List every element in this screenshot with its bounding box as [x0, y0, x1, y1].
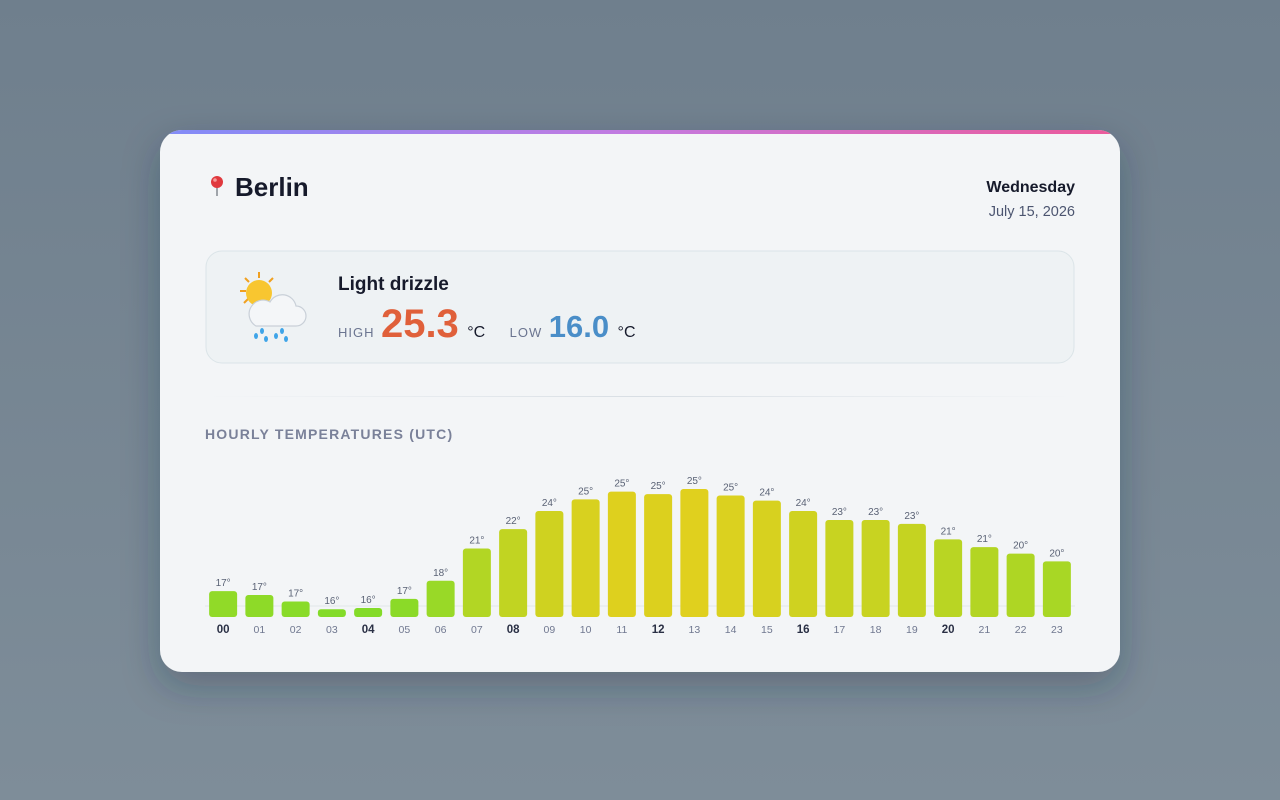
condition: Light drizzle — [338, 274, 449, 295]
bar — [1042, 561, 1071, 617]
bar — [571, 499, 600, 617]
value-label: 17° — [288, 588, 303, 599]
city: Berlin — [235, 172, 309, 202]
value-label: 23° — [904, 511, 919, 522]
value-label: 21° — [977, 534, 992, 545]
value-label: 20° — [1013, 541, 1028, 552]
bar — [680, 489, 709, 617]
low-value: 16.0 — [549, 309, 609, 344]
low-label: LOW — [510, 325, 543, 340]
x-tick-label: 06 — [435, 624, 447, 636]
value-label: 20° — [1049, 548, 1064, 559]
value-label: 17° — [216, 578, 231, 589]
x-tick-label: 19 — [906, 624, 918, 636]
bar — [716, 495, 745, 617]
x-tick-label: 11 — [616, 624, 627, 636]
value-label: 24° — [542, 498, 557, 509]
bar — [644, 494, 673, 617]
temp-line: HIGH 25.3 °C LOW 16.0 °C — [338, 302, 636, 346]
value-label: 25° — [578, 486, 593, 497]
bar — [499, 529, 528, 617]
accent-bar — [160, 130, 1120, 134]
divider — [206, 396, 1074, 397]
bar — [426, 580, 455, 617]
chart: 17° 00 17° 01 17° 02 16° 03 16° 04 17° 05 18° 06 21° 07… — [209, 476, 1071, 636]
value-label: 17° — [397, 586, 412, 597]
bar — [1006, 553, 1035, 617]
value-label: 24° — [759, 488, 774, 499]
value-label: 21° — [469, 535, 484, 546]
x-tick-label: 08 — [507, 624, 520, 636]
high-value: 25.3 — [381, 302, 459, 346]
bar — [245, 595, 274, 617]
x-tick-label: 10 — [580, 624, 592, 636]
x-tick-label: 03 — [326, 624, 338, 636]
value-label: 25° — [651, 481, 666, 492]
x-tick-label: 09 — [544, 624, 556, 636]
x-tick-label: 22 — [1015, 624, 1027, 636]
x-tick-label: 05 — [399, 624, 411, 636]
x-tick-label: 04 — [362, 624, 375, 636]
value-label: 23° — [868, 507, 883, 518]
high-label: HIGH — [338, 325, 375, 340]
low-unit: °C — [618, 324, 636, 341]
high-unit: °C — [467, 324, 485, 341]
x-tick-label: 20 — [942, 624, 955, 636]
value-label: 23° — [832, 507, 847, 518]
x-tick-label: 01 — [254, 624, 266, 636]
bar — [317, 609, 346, 617]
x-tick-label: 00 — [217, 624, 230, 636]
value-label: 25° — [687, 476, 702, 487]
value-label: 25° — [614, 479, 629, 490]
bar — [607, 491, 636, 617]
x-tick-label: 15 — [761, 624, 773, 636]
x-tick-label: 23 — [1051, 624, 1063, 636]
value-label: 16° — [324, 596, 339, 607]
bar — [462, 548, 491, 617]
x-tick-label: 18 — [870, 624, 882, 636]
weather-icon — [240, 272, 307, 342]
bar — [390, 598, 419, 617]
x-tick-label: 14 — [725, 624, 737, 636]
bar — [789, 510, 818, 617]
value-label: 22° — [506, 516, 521, 527]
x-tick-label: 17 — [834, 624, 846, 636]
bar — [281, 601, 310, 617]
bar — [354, 607, 383, 617]
value-label: 18° — [433, 568, 448, 579]
bar — [752, 500, 781, 617]
pin-icon — [211, 176, 223, 196]
x-tick-label: 13 — [689, 624, 701, 636]
chart-title: HOURLY TEMPERATURES (UTC) — [205, 426, 453, 442]
bar — [535, 510, 564, 617]
date: July 15, 2026 — [989, 204, 1075, 220]
x-tick-label: 21 — [979, 624, 991, 636]
value-label: 24° — [796, 498, 811, 509]
bar — [209, 591, 238, 617]
bar — [861, 520, 890, 617]
x-tick-label: 02 — [290, 624, 302, 636]
x-tick-label: 12 — [652, 624, 665, 636]
bar — [934, 539, 963, 617]
x-tick-label: 16 — [797, 624, 810, 636]
bar — [970, 547, 999, 617]
weekday: Wednesday — [986, 179, 1075, 196]
value-label: 17° — [252, 582, 267, 593]
current-panel — [205, 250, 1075, 364]
x-tick-label: 07 — [471, 624, 483, 636]
value-label: 16° — [361, 595, 376, 606]
bar — [825, 520, 854, 617]
bar — [897, 523, 926, 617]
value-label: 25° — [723, 482, 738, 493]
value-label: 21° — [941, 526, 956, 537]
